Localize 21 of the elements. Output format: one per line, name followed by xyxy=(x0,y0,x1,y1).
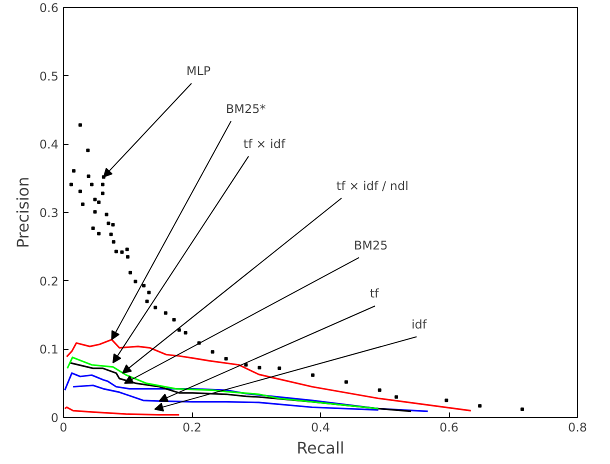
annotation: tf × idf xyxy=(243,137,286,152)
x-tick-label: 0.8 xyxy=(568,420,588,434)
annotation: tf xyxy=(370,286,380,301)
x-tick-label: 0.4 xyxy=(310,420,330,434)
annotation: MLP xyxy=(186,64,211,78)
x-tick-label: 0 xyxy=(60,420,68,434)
annotation: BM25* xyxy=(226,102,266,116)
x-tick-label: 0.2 xyxy=(182,420,202,434)
x-tick-label: 0.6 xyxy=(439,420,459,434)
x-axis-title: Recall xyxy=(296,438,344,458)
y-tick-label: 0 xyxy=(50,411,59,425)
annotation: idf xyxy=(411,317,428,332)
y-axis-title: Precision xyxy=(13,176,32,248)
y-tick-label: 0.5 xyxy=(39,69,59,84)
y-tick-label: 0.2 xyxy=(39,274,59,288)
annotation: tf × idf / ndl xyxy=(336,178,408,193)
y-tick-label: 0.3 xyxy=(39,206,59,220)
y-tick-label: 0.1 xyxy=(39,342,59,357)
y-tick-label: 0.6 xyxy=(39,1,59,15)
y-tick-label: 0.4 xyxy=(39,138,59,152)
annotation: BM25 xyxy=(354,238,388,252)
